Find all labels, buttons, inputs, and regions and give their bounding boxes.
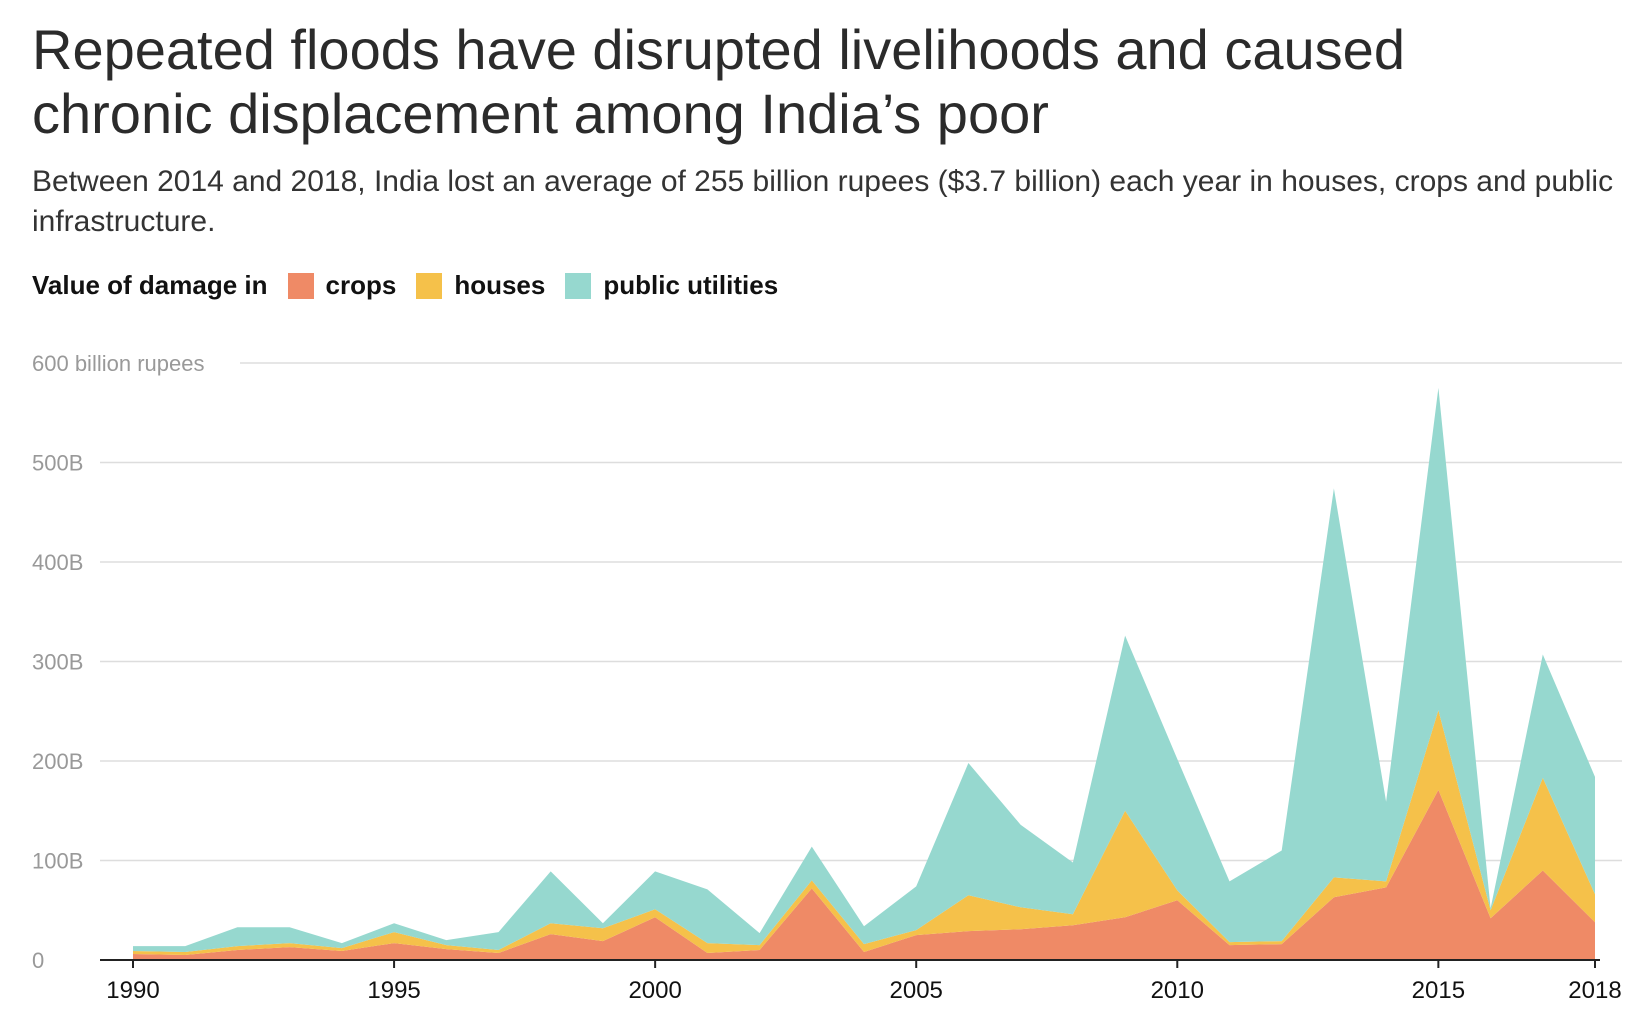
x-tick-label: 1995 — [367, 977, 420, 1004]
axes: 0 100B 200B 300B 400B 500B 600 billion rupees 1… — [32, 351, 1622, 1004]
x-tick-label: 2018 — [1568, 977, 1621, 1004]
y-tick-label: 200B — [32, 749, 83, 774]
legend-label-crops: crops — [325, 270, 397, 300]
x-tick-label: 2015 — [1412, 977, 1465, 1004]
x-tick-label: 1990 — [106, 977, 159, 1004]
legend-item-public-utilities: public utilities — [565, 270, 778, 301]
area-crops — [133, 789, 1595, 960]
chart-subtitle: Between 2014 and 2018, India lost an ave… — [32, 165, 1614, 238]
stacked-areas — [133, 387, 1595, 960]
y-tick-label: 400B — [32, 550, 83, 575]
x-tick-label: 2005 — [890, 977, 943, 1004]
y-tick-label: 600 billion rupees — [32, 351, 204, 376]
x-tick-label: 2000 — [628, 977, 681, 1004]
legend-swatch-houses — [416, 272, 443, 299]
legend-item-crops: crops — [287, 270, 397, 301]
legend-swatch-crops — [287, 272, 314, 299]
y-tick-label: 300B — [32, 650, 83, 675]
legend-label-houses: houses — [454, 270, 546, 300]
legend: Value of damage in crops houses public u… — [32, 270, 798, 301]
legend-item-houses: houses — [416, 270, 545, 301]
area-public-utilities — [133, 387, 1595, 952]
chart-title: Repeated floods have disrupted livelihoo… — [32, 18, 1405, 145]
y-tick-label: 100B — [32, 849, 83, 874]
y-tick-label: 0 — [32, 948, 44, 973]
legend-label-public-utilities: public utilities — [603, 270, 779, 300]
y-tick-label: 500B — [32, 451, 83, 476]
x-tick-label: 2010 — [1151, 977, 1204, 1004]
legend-swatch-public-utilities — [565, 272, 592, 299]
legend-title: Value of damage in — [32, 270, 268, 300]
